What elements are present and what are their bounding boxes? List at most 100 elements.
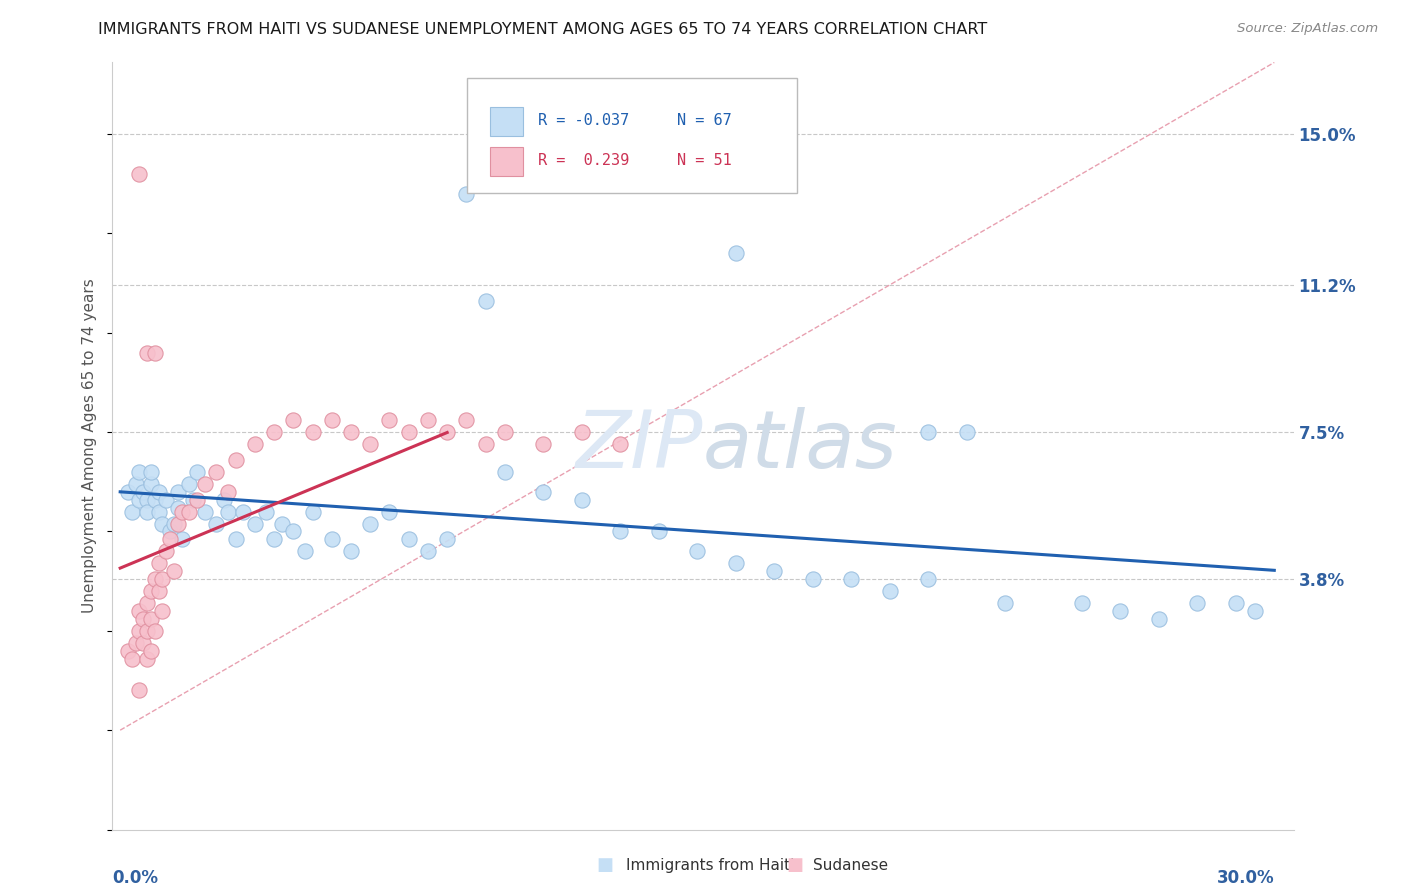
Sudanese [136,596,159,610]
Immigrants from Haiti [416,544,439,558]
Text: R =  0.239: R = 0.239 [537,153,628,168]
Immigrants from Haiti [167,500,190,515]
Sudanese [243,437,266,451]
Sudanese [139,612,162,626]
Sudanese [301,425,323,439]
Text: Immigrants from Haiti: Immigrants from Haiti [626,858,794,872]
Sudanese [143,345,166,359]
Immigrants from Haiti [398,533,420,547]
Sudanese [132,612,155,626]
Sudanese [132,636,155,650]
Text: 30.0%: 30.0% [1216,870,1274,888]
Immigrants from Haiti [117,484,139,499]
Immigrants from Haiti [340,544,363,558]
Sudanese [128,624,150,638]
Sudanese [217,484,239,499]
Immigrants from Haiti [456,186,478,201]
Text: atlas: atlas [703,407,898,485]
Immigrants from Haiti [1071,596,1094,610]
Sudanese [436,425,458,439]
Sudanese [179,505,201,519]
Immigrants from Haiti [167,484,190,499]
Sudanese [456,413,478,427]
Sudanese [152,572,174,586]
Sudanese [609,437,631,451]
Immigrants from Haiti [159,524,181,539]
Immigrants from Haiti [170,533,193,547]
FancyBboxPatch shape [491,147,523,176]
Immigrants from Haiti [321,533,343,547]
Immigrants from Haiti [194,505,217,519]
Immigrants from Haiti [294,544,316,558]
Sudanese [170,505,193,519]
Immigrants from Haiti [181,492,204,507]
Text: ■: ■ [786,856,803,874]
Sudanese [167,516,190,531]
Immigrants from Haiti [152,516,174,531]
Immigrants from Haiti [994,596,1017,610]
Immigrants from Haiti [128,465,150,479]
Immigrants from Haiti [263,533,285,547]
Immigrants from Haiti [143,492,166,507]
Immigrants from Haiti [917,572,939,586]
Text: Source: ZipAtlas.com: Source: ZipAtlas.com [1237,22,1378,36]
Immigrants from Haiti [609,524,631,539]
Immigrants from Haiti [139,476,162,491]
Immigrants from Haiti [1244,604,1267,618]
Sudanese [378,413,401,427]
Immigrants from Haiti [225,533,247,547]
Immigrants from Haiti [179,476,201,491]
Immigrants from Haiti [955,425,977,439]
Text: R = -0.037: R = -0.037 [537,113,628,128]
Text: N = 51: N = 51 [678,153,731,168]
Text: Sudanese: Sudanese [813,858,887,872]
Sudanese [136,345,159,359]
Text: IMMIGRANTS FROM HAITI VS SUDANESE UNEMPLOYMENT AMONG AGES 65 TO 74 YEARS CORRELA: IMMIGRANTS FROM HAITI VS SUDANESE UNEMPL… [98,22,987,37]
Immigrants from Haiti [648,524,671,539]
Immigrants from Haiti [879,584,901,599]
Text: ■: ■ [596,856,613,874]
Immigrants from Haiti [217,505,239,519]
Immigrants from Haiti [139,465,162,479]
Sudanese [121,651,143,665]
Text: 0.0%: 0.0% [112,870,159,888]
Immigrants from Haiti [148,484,170,499]
FancyBboxPatch shape [491,107,523,136]
Immigrants from Haiti [359,516,381,531]
Sudanese [128,604,150,618]
Sudanese [128,167,150,181]
Sudanese [148,556,170,570]
Immigrants from Haiti [132,484,155,499]
Sudanese [398,425,420,439]
Immigrants from Haiti [1109,604,1132,618]
Sudanese [136,624,159,638]
Sudanese [148,584,170,599]
Immigrants from Haiti [148,505,170,519]
Immigrants from Haiti [436,533,458,547]
Sudanese [571,425,593,439]
Sudanese [139,643,162,657]
Sudanese [205,465,228,479]
Text: N = 67: N = 67 [678,113,731,128]
Sudanese [136,651,159,665]
Immigrants from Haiti [186,465,208,479]
Immigrants from Haiti [243,516,266,531]
Immigrants from Haiti [155,492,177,507]
Sudanese [283,413,305,427]
Immigrants from Haiti [571,492,593,507]
Immigrants from Haiti [1225,596,1247,610]
Text: ZIP: ZIP [575,407,703,485]
Sudanese [416,413,439,427]
Sudanese [124,636,146,650]
Immigrants from Haiti [136,505,159,519]
Immigrants from Haiti [232,505,254,519]
Immigrants from Haiti [212,492,235,507]
Sudanese [163,564,186,578]
Sudanese [143,624,166,638]
Immigrants from Haiti [270,516,292,531]
Sudanese [474,437,496,451]
Immigrants from Haiti [763,564,786,578]
Immigrants from Haiti [163,516,186,531]
Sudanese [143,572,166,586]
Sudanese [128,683,150,698]
